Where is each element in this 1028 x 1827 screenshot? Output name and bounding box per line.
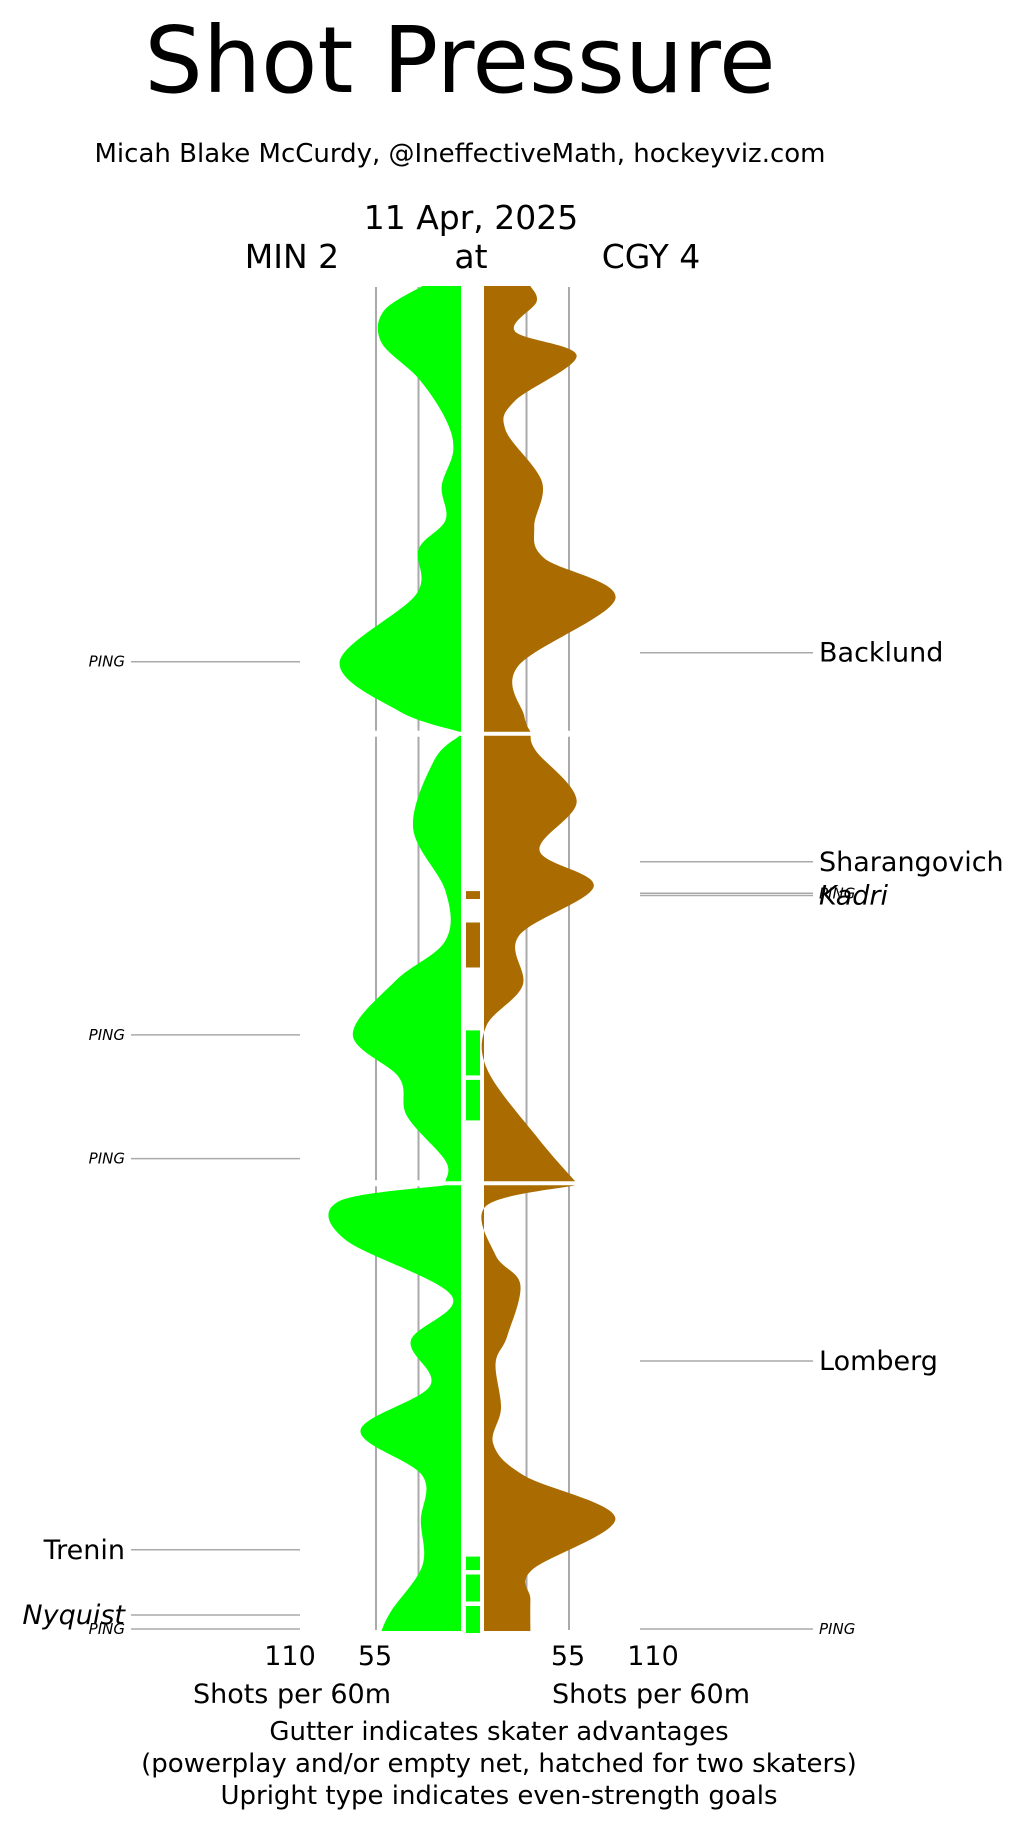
goal-label: PING xyxy=(89,1026,125,1044)
tick-label-home-55: 55 xyxy=(551,1641,585,1672)
advantage-block-7 xyxy=(466,1606,480,1633)
game-date: 11 Apr, 2025 xyxy=(364,198,579,237)
note-upright: Upright type indicates even-strength goa… xyxy=(220,1781,777,1811)
note-gutter: Gutter indicates skater advantages xyxy=(269,1717,728,1747)
advantage-block-1 xyxy=(466,891,480,899)
away-area-period-2 xyxy=(352,735,461,1182)
home-axis-label: Shots per 60m xyxy=(552,1679,750,1710)
advantage-block-6 xyxy=(466,1574,480,1602)
tick-label-away-110: 110 xyxy=(264,1641,316,1672)
advantage-block-5 xyxy=(466,1556,480,1571)
advantage-block-2 xyxy=(466,922,480,968)
goal-label: PING xyxy=(819,1620,855,1638)
advantage-block-3 xyxy=(466,1030,480,1076)
goal-label: Lomberg xyxy=(819,1346,938,1377)
away-area-period-1 xyxy=(339,286,461,732)
away-series-area xyxy=(328,286,461,1631)
goal-label: Backlund xyxy=(819,638,943,669)
home-area-period-3 xyxy=(481,1185,616,1631)
away-area-period-3 xyxy=(328,1185,461,1631)
goal-annotations: PINGPINGPINGTreninNyquistPINGBacklundSha… xyxy=(22,638,1003,1638)
home-area-period-2 xyxy=(481,735,594,1182)
goal-label: Trenin xyxy=(43,1535,125,1566)
advantage-gutter xyxy=(466,891,480,1633)
home-series-area xyxy=(481,286,616,1631)
goal-label: Sharangovich xyxy=(819,847,1004,878)
away-axis-label: Shots per 60m xyxy=(193,1679,391,1710)
advantage-block-4 xyxy=(466,1079,480,1121)
home-team-label: CGY 4 xyxy=(602,237,701,276)
tick-label-away-55: 55 xyxy=(358,1641,392,1672)
chart-title: Shot Pressure xyxy=(144,7,775,114)
chart-subtitle: Micah Blake McCurdy, @IneffectiveMath, h… xyxy=(95,139,826,169)
away-team-label: MIN 2 xyxy=(245,237,339,276)
at-label: at xyxy=(454,237,487,276)
goal-label: PING xyxy=(819,884,855,902)
tick-label-home-110: 110 xyxy=(627,1641,679,1672)
goal-label: PING xyxy=(89,1150,125,1168)
goal-label: PING xyxy=(89,1620,125,1638)
x-axis-ticks: 110 55 55 110 xyxy=(264,1641,679,1672)
goal-label: Nyquist xyxy=(22,1600,126,1631)
note-hatched: (powerplay and/or empty net, hatched for… xyxy=(141,1749,857,1779)
goal-label: PING xyxy=(89,653,125,671)
home-area-period-1 xyxy=(484,286,616,732)
goal-label: Kadri xyxy=(819,881,889,912)
